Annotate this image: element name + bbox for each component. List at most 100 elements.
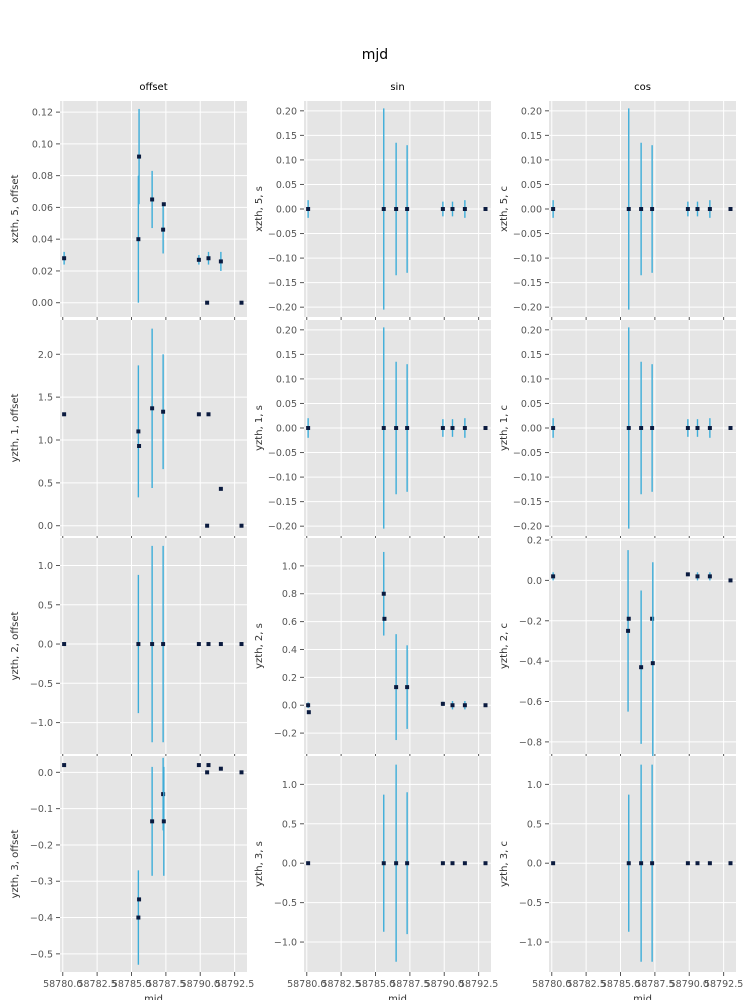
data-point bbox=[450, 426, 455, 430]
data-point bbox=[483, 703, 488, 708]
data-point bbox=[205, 523, 210, 528]
y-tick-label: 1.0 bbox=[527, 780, 542, 791]
y-axis-label: yzth, 2, offset bbox=[10, 612, 21, 681]
y-tick-label: 0.15 bbox=[276, 350, 297, 361]
y-tick-label: 0.15 bbox=[521, 131, 542, 142]
y-tick-label: 0.0 bbox=[282, 859, 297, 870]
x-axis-label: mjd bbox=[388, 994, 407, 1000]
y-tick-label: 1.5 bbox=[38, 393, 53, 404]
y-tick-label: −0.15 bbox=[513, 497, 542, 508]
data-point bbox=[205, 770, 210, 775]
x-tick-label: 58785.0 bbox=[356, 979, 395, 990]
y-tick-label: −0.10 bbox=[268, 254, 297, 265]
data-point bbox=[381, 861, 386, 866]
y-tick-label: 0.05 bbox=[276, 399, 297, 410]
subplot-4-3: 58780.058782.558785.058787.558790.058792… bbox=[499, 756, 743, 1000]
x-tick-label: 58787.5 bbox=[635, 979, 674, 990]
y-tick-label: 0.00 bbox=[521, 205, 542, 216]
y-axis-label: xzth, 5, s bbox=[254, 186, 265, 232]
subplot-1-2: −0.20 −0.15 −0.10 −0.05 0.00 0.05 0.10 0.15 0.20… bbox=[254, 101, 491, 321]
subplot-2-3: −0.20 −0.15 −0.10 −0.05 0.00 0.05 0.10 0.15 0.20… bbox=[499, 320, 736, 540]
y-tick-label: −0.4 bbox=[30, 913, 53, 924]
y-tick-label: 0.15 bbox=[521, 350, 542, 361]
data-point bbox=[695, 426, 700, 430]
data-point bbox=[707, 207, 712, 211]
subplot-3-3: −0.8 −0.6 −0.4 −0.2 0.0 0.2 yzth, 2, c bbox=[499, 536, 736, 765]
data-point bbox=[639, 861, 644, 866]
data-point bbox=[450, 207, 455, 211]
subplot-1-1: 0.00 0.02 0.04 0.06 0.08 0.10 0.12 xzth, 5, off… bbox=[10, 101, 247, 321]
data-point bbox=[196, 642, 201, 647]
data-point bbox=[306, 703, 311, 708]
x-axis-label: mjd bbox=[633, 994, 652, 1000]
y-tick-label: 0.5 bbox=[282, 819, 297, 830]
subplot-4-1: 58780.058782.558785.058787.558790.058792… bbox=[10, 756, 254, 1000]
y-tick-label: −0.15 bbox=[268, 278, 297, 289]
data-point bbox=[394, 685, 399, 690]
data-point bbox=[150, 819, 155, 824]
data-point bbox=[239, 300, 244, 305]
y-tick-label: −0.05 bbox=[268, 448, 297, 459]
y-tick-label: −0.1 bbox=[30, 804, 53, 815]
data-point bbox=[728, 426, 733, 430]
y-tick-label: 0.10 bbox=[276, 374, 297, 385]
data-point bbox=[707, 426, 712, 430]
data-point bbox=[450, 703, 455, 708]
y-tick-label: −0.20 bbox=[268, 522, 297, 533]
data-point bbox=[394, 861, 399, 866]
subplot-4-2: 58780.058782.558785.058787.558790.058792… bbox=[254, 756, 498, 1000]
y-axis-label: yzth, 2, c bbox=[499, 623, 510, 669]
data-point bbox=[381, 207, 386, 211]
data-point bbox=[205, 300, 210, 305]
x-tick-label: 58792.5 bbox=[215, 979, 254, 990]
data-point bbox=[650, 661, 655, 666]
y-tick-label: 0.2 bbox=[282, 673, 297, 684]
data-point bbox=[136, 642, 141, 647]
y-tick-label: 0.10 bbox=[276, 155, 297, 166]
y-axis-label: yzth, 1, c bbox=[499, 405, 510, 451]
y-tick-label: −0.2 bbox=[519, 616, 542, 627]
y-tick-label: 0.20 bbox=[521, 325, 542, 336]
data-point bbox=[161, 819, 166, 824]
y-tick-label: 0.2 bbox=[527, 536, 542, 547]
y-tick-label: −0.10 bbox=[513, 254, 542, 265]
data-point bbox=[695, 861, 700, 866]
data-point bbox=[218, 486, 223, 491]
y-tick-label: 0.0 bbox=[527, 859, 542, 870]
data-point bbox=[440, 207, 445, 211]
data-point bbox=[462, 861, 467, 866]
data-point bbox=[462, 703, 467, 708]
x-tick-label: 58790.0 bbox=[670, 979, 709, 990]
plot-area bbox=[60, 756, 247, 972]
x-tick-label: 58790.0 bbox=[181, 979, 220, 990]
data-point bbox=[206, 412, 211, 417]
x-tick-label: 58780.0 bbox=[287, 979, 326, 990]
y-axis-label: yzth, 3, s bbox=[254, 841, 265, 887]
y-tick-label: 0.00 bbox=[32, 298, 53, 309]
data-point bbox=[450, 861, 455, 866]
column-title-sin: sin bbox=[390, 82, 405, 93]
data-point bbox=[551, 574, 556, 579]
y-axis-label: yzth, 3, offset bbox=[10, 830, 21, 899]
data-point bbox=[196, 257, 201, 262]
y-tick-label: −0.3 bbox=[30, 877, 53, 888]
y-tick-label: −0.5 bbox=[274, 898, 297, 909]
figure-title: mjd bbox=[361, 47, 389, 63]
data-point bbox=[707, 861, 712, 866]
data-point bbox=[206, 763, 211, 768]
y-tick-label: 0.8 bbox=[282, 589, 297, 600]
y-tick-label: 0.4 bbox=[282, 645, 297, 656]
y-tick-label: −1.0 bbox=[519, 938, 542, 949]
x-tick-label: 58792.5 bbox=[704, 979, 743, 990]
subplot-1-3: −0.20 −0.15 −0.10 −0.05 0.00 0.05 0.10 0.15 0.20… bbox=[499, 101, 736, 321]
y-tick-label: −0.15 bbox=[513, 278, 542, 289]
y-tick-label: −0.20 bbox=[513, 522, 542, 533]
column-title-cos: cos bbox=[634, 82, 651, 93]
data-point bbox=[218, 259, 223, 264]
y-tick-label: 1.0 bbox=[282, 780, 297, 791]
y-tick-label: 2.0 bbox=[38, 350, 53, 361]
y-axis-label: xzth, 5, offset bbox=[10, 175, 21, 244]
y-tick-label: 0.6 bbox=[282, 617, 297, 628]
data-point bbox=[136, 429, 141, 434]
